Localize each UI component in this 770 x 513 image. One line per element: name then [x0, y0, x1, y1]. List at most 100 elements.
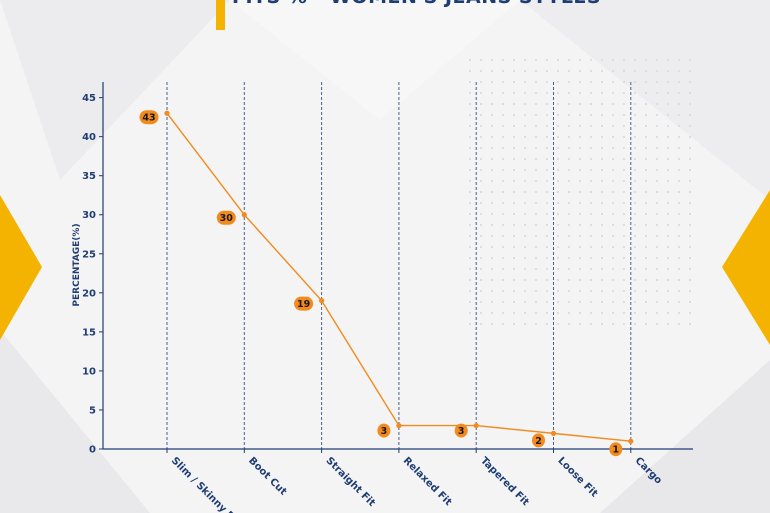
bg-dot	[567, 179, 571, 183]
bg-dot	[523, 223, 527, 227]
bg-dot	[490, 124, 494, 128]
bg-dot	[545, 223, 549, 227]
bg-dot	[644, 311, 648, 315]
bg-dot	[666, 190, 670, 194]
bg-dot	[490, 168, 494, 172]
bg-dot	[556, 179, 560, 183]
bg-dot	[688, 146, 692, 150]
bg-dot	[479, 69, 483, 73]
bg-dot	[501, 69, 505, 73]
bg-dot	[523, 234, 527, 238]
bg-dot	[644, 300, 648, 304]
x-ticks: Slim / Skinny Fit Boot Cut Straight Fit Rel…	[166, 449, 664, 513]
bg-dot	[512, 234, 516, 238]
dot-pattern	[468, 58, 692, 326]
bg-dot	[490, 311, 494, 315]
bg-dot	[688, 223, 692, 227]
data-label: 30	[216, 210, 236, 225]
bg-dot	[622, 234, 626, 238]
bg-dot	[567, 256, 571, 260]
bg-dot	[512, 289, 516, 293]
bg-dot	[589, 102, 593, 106]
bg-dot	[501, 113, 505, 117]
bg-dot	[479, 113, 483, 117]
bg-facet	[600, 360, 770, 513]
bg-dot	[490, 179, 494, 183]
bg-dot	[644, 267, 648, 271]
bg-dot	[666, 69, 670, 73]
bg-dot	[633, 300, 637, 304]
bg-dot	[534, 300, 538, 304]
bg-dot	[567, 267, 571, 271]
bg-dot	[490, 322, 494, 326]
bg-dot	[622, 267, 626, 271]
bg-dot	[479, 267, 483, 271]
bg-dot	[666, 168, 670, 172]
bg-dot	[677, 91, 681, 95]
bg-dot	[611, 245, 615, 249]
bg-dot	[545, 168, 549, 172]
bg-dot	[589, 278, 593, 282]
bg-dot	[644, 278, 648, 282]
data-point	[473, 422, 479, 429]
bg-dot	[578, 146, 582, 150]
bg-dot	[545, 278, 549, 282]
bg-dot	[666, 91, 670, 95]
bg-dot	[523, 80, 527, 84]
data-point	[164, 110, 170, 116]
bg-dot	[523, 322, 527, 326]
bg-dot	[600, 201, 604, 205]
bg-dot	[578, 113, 582, 117]
bg-dot	[655, 201, 659, 205]
chart-title: FITS % - WOMEN'S JEANS STYLES	[232, 0, 601, 10]
bg-dot	[666, 102, 670, 106]
right-accent-chevron	[722, 190, 770, 345]
bg-dot	[589, 80, 593, 84]
bg-dot	[611, 91, 615, 95]
bg-dot	[501, 212, 505, 216]
bg-dot	[501, 278, 505, 282]
bg-dot	[567, 135, 571, 139]
series-line	[164, 110, 634, 444]
bg-dot	[545, 58, 549, 62]
bg-dot	[578, 157, 582, 161]
bg-dot	[479, 300, 483, 304]
bg-dot	[512, 190, 516, 194]
bg-dot	[512, 58, 516, 62]
bg-dot	[677, 58, 681, 62]
bg-dot	[567, 80, 571, 84]
bg-dot	[688, 311, 692, 315]
bg-dot	[666, 322, 670, 326]
bg-dot	[567, 69, 571, 73]
bg-dot	[622, 113, 626, 117]
data-point	[628, 438, 634, 444]
bg-dot	[468, 102, 472, 106]
bg-dot	[688, 157, 692, 161]
bg-dot	[567, 146, 571, 150]
bg-dot	[677, 201, 681, 205]
bg-dot	[633, 69, 637, 73]
bg-dot	[622, 311, 626, 315]
bg-dot	[633, 245, 637, 249]
bg-dot	[556, 223, 560, 227]
bg-dot	[556, 146, 560, 150]
bg-dot	[578, 168, 582, 172]
bg-dot	[655, 245, 659, 249]
bg-dot	[490, 113, 494, 117]
bg-dot	[600, 267, 604, 271]
bg-dot	[490, 102, 494, 106]
bg-dot	[677, 245, 681, 249]
bg-dot	[655, 91, 659, 95]
bg-dot	[523, 157, 527, 161]
bg-dot	[468, 113, 472, 117]
bg-dot	[479, 322, 483, 326]
bg-dot	[545, 212, 549, 216]
bg-dot	[545, 113, 549, 117]
bg-dot	[600, 223, 604, 227]
bg-dot	[490, 267, 494, 271]
bg-dot	[677, 223, 681, 227]
bg-dot	[501, 124, 505, 128]
bg-dot	[556, 234, 560, 238]
bg-dot	[600, 113, 604, 117]
bg-dot	[611, 58, 615, 62]
